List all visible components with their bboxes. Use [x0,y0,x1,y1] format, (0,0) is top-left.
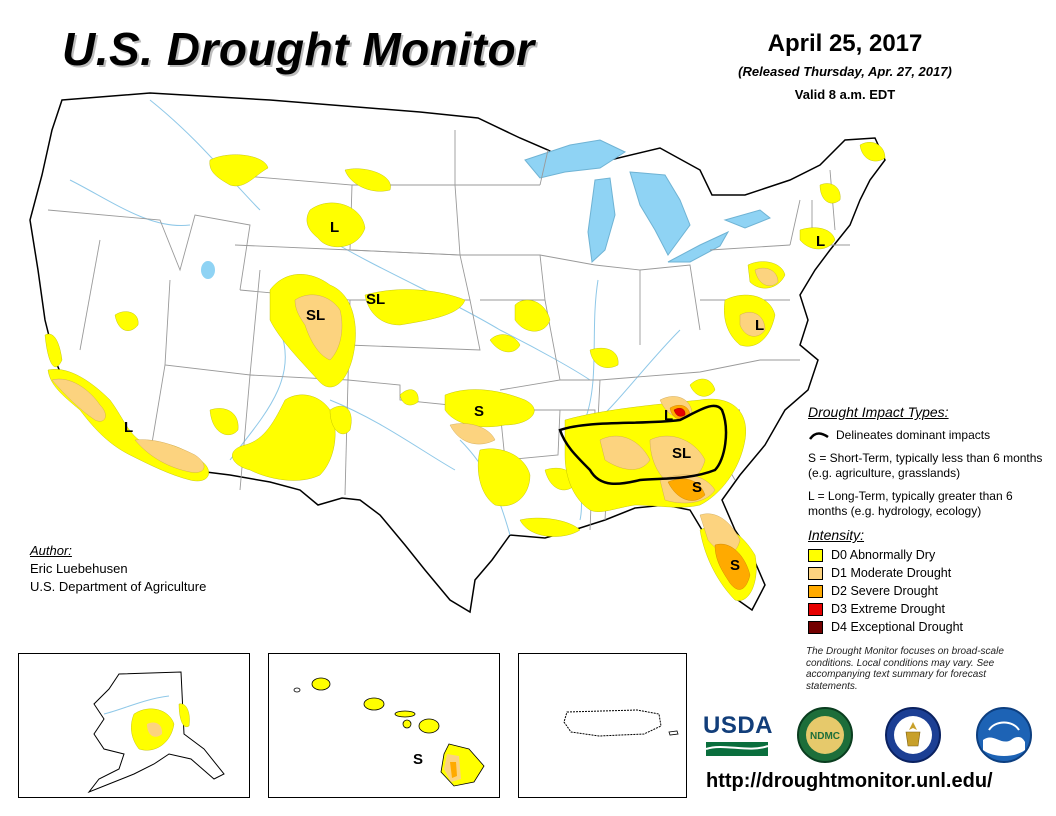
author-block: Author: Eric Luebehusen U.S. Department … [30,542,206,596]
commerce-logo [884,706,942,764]
d0-swatch [808,549,823,563]
kauai-island [311,677,331,691]
ndmc-logo-text: NDMC [810,731,840,742]
legend-d2: D2 Severe Drought [808,582,1048,600]
d0-label: D0 Abnormally Dry [831,548,936,562]
author-label: Author: [30,543,72,558]
alaska-inset [18,653,250,798]
puerto-rico-map [563,709,679,737]
alaska-d0-area-se [178,703,190,728]
intensity-title: Intensity: [808,527,865,543]
great-salt-lake [201,261,215,279]
usda-logo-text: USDA [703,712,774,739]
d2-label: D2 Severe Drought [831,584,939,598]
release-date: (Released Thursday, Apr. 27, 2017) [738,64,952,79]
conus-outline [29,92,886,614]
website-link[interactable]: http://droughtmonitor.unl.edu/ [706,770,993,792]
oahu-island [363,697,385,711]
d2-swatch [808,585,823,599]
big-island-d2-area [450,762,457,778]
legend-d0: D0 Abnormally Dry [808,546,1048,564]
ndmc-logo-mark: NDMC [797,707,853,763]
lanai-island [402,719,412,729]
impact-line-icon [808,432,829,440]
noaa-logo-icon [976,707,1032,763]
label-southeast-sl: SL [672,445,691,462]
legend-d3: D3 Extreme Drought [808,600,1048,618]
usda-logo-mark [705,742,769,756]
delineates-text: Delineates dominant impacts [836,428,991,442]
hawaii-map: S [293,677,485,787]
d4-label: D4 Exceptional Drought [831,620,964,634]
usda-logo: USDA [703,712,774,758]
maui-island [418,718,440,734]
d3-extreme-drought-areas [673,408,686,417]
d3-label: D3 Extreme Drought [831,602,945,616]
label-georgia: S [692,479,702,496]
lake-ontario [723,209,771,229]
alaska-map [87,671,225,794]
impact-delineation-key: Delineates dominant impacts [808,428,1048,443]
d3-swatch [808,603,823,617]
long-term-key: L = Long-Term, typically greater than 6 … [808,489,1013,518]
d1-label: D1 Moderate Drought [831,566,952,580]
ndmc-logo: NDMC [796,706,854,764]
legend-d4: D4 Exceptional Drought [808,618,1048,636]
impact-delineation-line [558,404,728,486]
map-date: April 25, 2017 [767,30,923,57]
vieques-island [668,730,679,736]
niihau-island [293,687,301,693]
hawaii-inset: S [268,653,500,798]
d2-severe-drought-areas [667,405,751,590]
short-term-key: S = Short-Term, typically less than 6 mo… [808,451,1043,480]
label-new-england: L [816,233,825,250]
impact-types-title: Drought Impact Types: [808,404,949,420]
label-socal: L [124,419,133,436]
label-hawaii: S [413,751,423,768]
lake-erie [667,230,730,263]
d1-swatch [808,567,823,581]
d4-swatch [808,621,823,635]
label-tennessee: L [664,407,673,424]
label-montana-wy: L [330,219,339,236]
molokai-island [394,710,416,718]
puerto-rico-outline [563,709,662,737]
legend-d1: D1 Moderate Drought [808,564,1048,582]
puerto-rico-inset [518,653,687,798]
label-nebraska-sl: SL [366,291,385,308]
author-name: Eric Luebehusen [30,561,128,576]
label-mid-atlantic: L [755,317,764,334]
disclaimer-note: The Drought Monitor focuses on broad-sca… [806,646,1004,692]
noaa-logo [975,706,1033,764]
legend-panel: Drought Impact Types: Delineates dominan… [808,404,1048,636]
impact-labels: L SL SL L S L L L SL S S [124,219,825,574]
author-org: U.S. Department of Agriculture [30,579,207,594]
label-florida: S [730,557,740,574]
commerce-seal-icon [885,707,941,763]
map-title: U.S. Drought Monitor [62,23,535,75]
lake-michigan [587,177,616,264]
label-colorado-sl: SL [306,307,325,324]
label-oklahoma: S [474,403,484,420]
alaska-river [103,695,170,715]
alaska-d1-area [147,722,163,737]
valid-time: Valid 8 a.m. EDT [794,87,896,102]
lake-superior [524,139,627,179]
lake-huron [629,171,691,256]
